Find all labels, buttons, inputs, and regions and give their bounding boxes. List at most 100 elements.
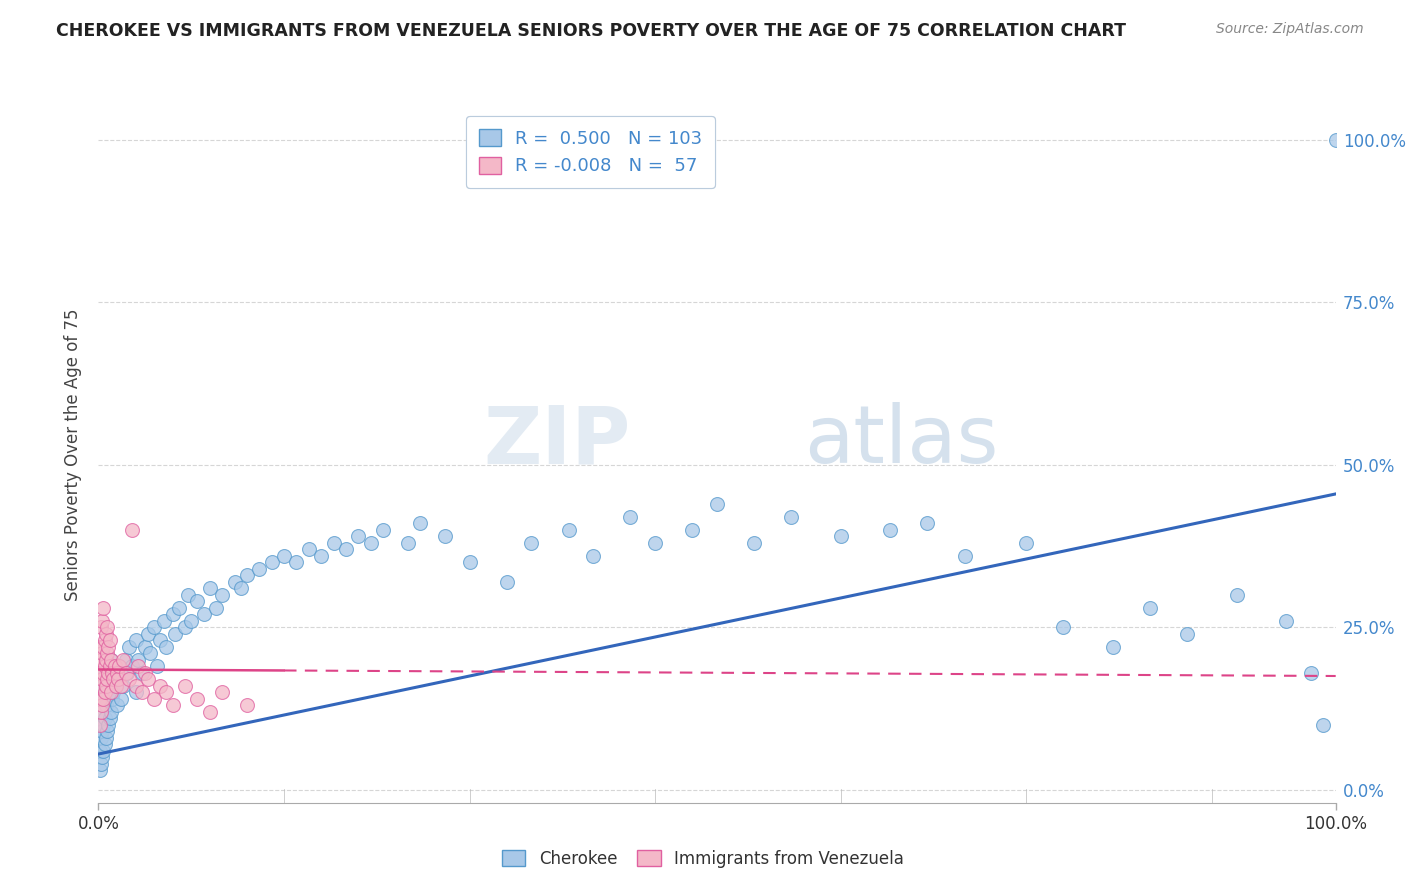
- Y-axis label: Seniors Poverty Over the Age of 75: Seniors Poverty Over the Age of 75: [65, 309, 83, 601]
- Point: [96, 620, 118, 634]
- Point: [101, 665, 124, 680]
- Point: [110, 691, 132, 706]
- Point: [103, 685, 125, 699]
- Point: [90, 679, 112, 693]
- Point: [93, 737, 115, 751]
- Point: [100, 653, 122, 667]
- Point: [322, 535, 344, 549]
- Point: [118, 672, 141, 686]
- Point: [94, 698, 117, 713]
- Point: [91, 672, 114, 686]
- Point: [89, 640, 111, 654]
- Point: [131, 685, 153, 699]
- Point: [105, 665, 128, 680]
- Point: [94, 653, 117, 667]
- Point: [93, 600, 115, 615]
- Point: [186, 594, 208, 608]
- Point: [1015, 535, 1038, 549]
- Point: [93, 685, 115, 699]
- Point: [97, 640, 120, 654]
- Point: [90, 705, 112, 719]
- Point: [298, 542, 321, 557]
- Point: [136, 626, 159, 640]
- Point: [1299, 665, 1322, 680]
- Point: [89, 718, 111, 732]
- Point: [193, 607, 215, 622]
- Point: [90, 653, 112, 667]
- Point: [93, 633, 115, 648]
- Point: [121, 659, 143, 673]
- Point: [91, 691, 114, 706]
- Point: [1102, 640, 1125, 654]
- Point: [112, 653, 135, 667]
- Text: Source: ZipAtlas.com: Source: ZipAtlas.com: [1216, 22, 1364, 37]
- Point: [104, 665, 127, 680]
- Point: [1175, 626, 1198, 640]
- Point: [495, 574, 517, 589]
- Point: [224, 574, 246, 589]
- Point: [619, 509, 641, 524]
- Point: [100, 653, 122, 667]
- Point: [211, 588, 233, 602]
- Point: [174, 679, 197, 693]
- Point: [644, 535, 666, 549]
- Point: [162, 607, 184, 622]
- Point: [114, 653, 136, 667]
- Point: [90, 731, 112, 745]
- Point: [91, 614, 114, 628]
- Point: [247, 562, 270, 576]
- Point: [98, 659, 121, 673]
- Point: [93, 679, 115, 693]
- Point: [124, 679, 146, 693]
- Point: [89, 744, 111, 758]
- Point: [347, 529, 370, 543]
- Point: [143, 691, 166, 706]
- Point: [94, 679, 117, 693]
- Point: [93, 718, 115, 732]
- Point: [1275, 614, 1298, 628]
- Point: [273, 549, 295, 563]
- Point: [260, 555, 283, 569]
- Point: [198, 581, 221, 595]
- Point: [1139, 600, 1161, 615]
- Point: [145, 659, 167, 673]
- Point: [93, 665, 115, 680]
- Point: [149, 633, 172, 648]
- Text: atlas: atlas: [804, 402, 998, 480]
- Point: [104, 679, 127, 693]
- Point: [91, 724, 114, 739]
- Point: [706, 497, 728, 511]
- Point: [155, 685, 177, 699]
- Point: [229, 581, 252, 595]
- Point: [90, 756, 112, 771]
- Point: [103, 679, 125, 693]
- Point: [94, 626, 117, 640]
- Point: [121, 523, 143, 537]
- Point: [162, 698, 184, 713]
- Point: [1052, 620, 1074, 634]
- Point: [124, 633, 146, 648]
- Point: [953, 549, 976, 563]
- Point: [557, 523, 579, 537]
- Point: [110, 679, 132, 693]
- Point: [107, 672, 129, 686]
- Point: [167, 600, 190, 615]
- Point: [742, 535, 765, 549]
- Point: [131, 665, 153, 680]
- Point: [180, 614, 202, 628]
- Point: [285, 555, 308, 569]
- Point: [96, 724, 118, 739]
- Point: [89, 691, 111, 706]
- Point: [830, 529, 852, 543]
- Point: [90, 705, 112, 719]
- Point: [371, 523, 394, 537]
- Point: [97, 665, 120, 680]
- Text: CHEROKEE VS IMMIGRANTS FROM VENEZUELA SENIORS POVERTY OVER THE AGE OF 75 CORRELA: CHEROKEE VS IMMIGRANTS FROM VENEZUELA SE…: [56, 22, 1126, 40]
- Point: [1226, 588, 1249, 602]
- Legend: R =  0.500   N = 103, R = -0.008   N =  57: R = 0.500 N = 103, R = -0.008 N = 57: [467, 116, 714, 188]
- Point: [155, 640, 177, 654]
- Point: [105, 698, 128, 713]
- Point: [136, 672, 159, 686]
- Point: [236, 568, 259, 582]
- Point: [143, 620, 166, 634]
